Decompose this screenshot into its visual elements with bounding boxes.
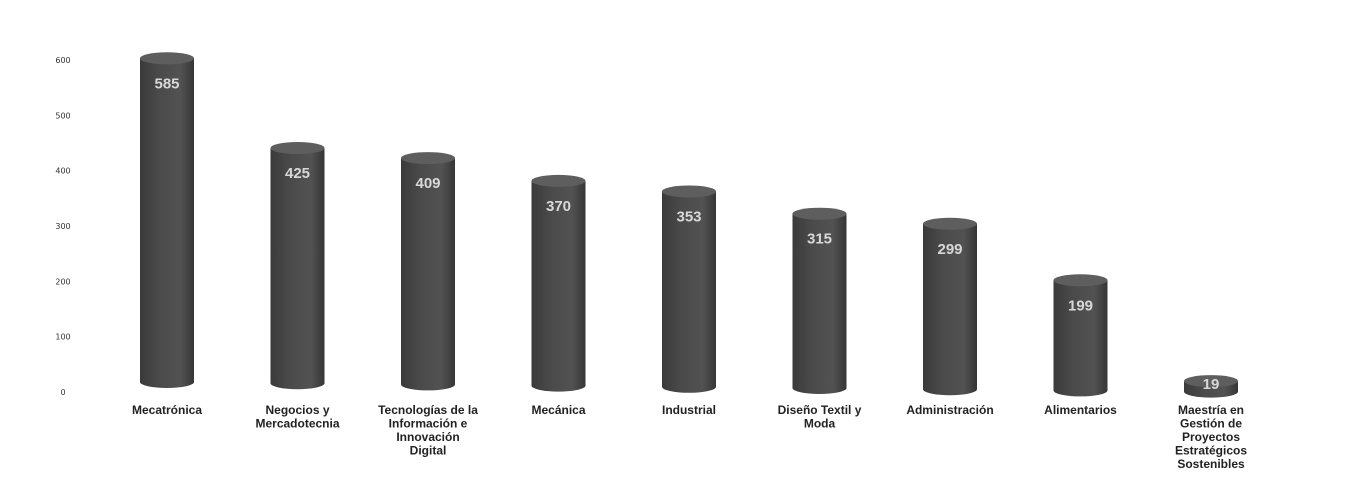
bar-value-label: 585 <box>154 75 179 92</box>
bar-value-label: 199 <box>1068 297 1093 314</box>
bar-top-cap <box>531 174 586 187</box>
bar-value-label: 315 <box>807 231 832 248</box>
bar-6 <box>792 207 847 395</box>
bar-8 <box>1053 274 1108 397</box>
bar-2 <box>270 142 325 390</box>
bar-top-cap <box>140 52 194 65</box>
bar-body <box>1053 280 1108 397</box>
category-label: Negocios y Mercadotecnia <box>255 403 339 431</box>
bar-top-cap <box>1053 274 1108 287</box>
bar-body <box>531 180 586 392</box>
category-label: Mecánica <box>531 403 585 417</box>
bar-value-label: 425 <box>285 165 310 182</box>
bar-body <box>662 191 716 393</box>
bar-body <box>923 223 977 396</box>
bar-top-cap <box>401 152 455 165</box>
bar-9 <box>1184 375 1238 398</box>
category-label: Industrial <box>662 403 716 417</box>
category-label: Tecnologías de la Información e Innovación… <box>378 403 478 458</box>
bar-value-label: 370 <box>546 198 571 215</box>
bar-body <box>792 213 847 395</box>
y-tick-label: 500 <box>55 111 70 120</box>
bar-value-label: 299 <box>937 241 962 258</box>
bar-body <box>270 148 325 390</box>
bar-3 <box>401 152 455 391</box>
y-tick-label: 100 <box>55 333 70 342</box>
bar-top-cap <box>1184 375 1238 388</box>
y-tick-label: 200 <box>55 277 70 286</box>
bar-value-label: 19 <box>1203 376 1220 393</box>
bar-value-label: 409 <box>415 175 440 192</box>
bar-top-cap <box>923 217 977 230</box>
y-tick-label: 0 <box>60 388 65 397</box>
bar-top-cap <box>662 185 716 198</box>
y-tick-label: 600 <box>55 56 70 65</box>
category-label: Alimentarios <box>1044 403 1117 417</box>
y-tick-label: 300 <box>55 222 70 231</box>
y-tick-label: 400 <box>55 167 70 176</box>
category-label: Maestría en Gestión de Proyectos Estratégic… <box>1175 403 1247 471</box>
bar-4 <box>531 174 586 392</box>
category-label: Mecatrónica <box>132 403 202 417</box>
bar-top-cap <box>792 207 847 220</box>
category-label: Administración <box>906 403 993 417</box>
category-label: Diseño Textil y Moda <box>778 403 862 431</box>
bar-1 <box>140 52 194 389</box>
bar-top-cap <box>270 142 325 155</box>
bar-body <box>401 158 455 391</box>
bar-7 <box>923 217 977 396</box>
bar-value-label: 353 <box>676 208 701 225</box>
bar-5 <box>662 185 716 393</box>
bar-body <box>140 58 194 389</box>
